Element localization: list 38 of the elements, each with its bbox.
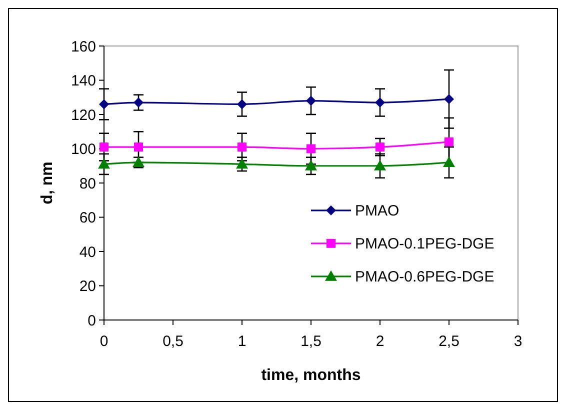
y-tick-label: 160 — [70, 38, 96, 56]
point — [443, 156, 455, 167]
x-tick-label: 2 — [376, 333, 384, 350]
point — [305, 160, 317, 170]
x-tick-label: 1 — [238, 333, 246, 350]
point — [134, 98, 144, 108]
point — [238, 142, 246, 152]
x-tick-label: 2,5 — [438, 333, 460, 350]
point — [237, 99, 247, 110]
point — [99, 99, 109, 110]
point — [444, 137, 454, 146]
y-tick-label: 20 — [79, 278, 96, 295]
y-tick-label: 100 — [70, 141, 96, 158]
point — [374, 160, 386, 170]
x-tick-label: 3 — [514, 333, 522, 350]
legend-label: PMAO-0.1PEG-DGE — [355, 236, 494, 253]
y-tick-label: 140 — [70, 72, 96, 90]
legend-label: PMAO — [355, 202, 400, 220]
point — [236, 158, 248, 169]
point — [306, 144, 316, 154]
legend-label: PMAO-0.6PEG-DGE — [355, 268, 494, 286]
point — [100, 142, 108, 152]
y-tick-label: 40 — [79, 244, 96, 261]
x-axis-title: time, months — [261, 367, 361, 384]
y-tick-label: 120 — [70, 106, 96, 124]
x-tick-label: 0 — [100, 333, 108, 350]
point — [98, 158, 110, 169]
point — [444, 94, 454, 104]
y-axis-title: d, nm — [39, 162, 56, 204]
y-tick-label: 60 — [79, 210, 96, 226]
point — [376, 142, 384, 152]
x-tick-label: 1,5 — [300, 333, 322, 350]
point — [306, 96, 316, 106]
y-tick-label: 0 — [88, 312, 96, 330]
point — [134, 142, 143, 152]
point — [375, 98, 385, 108]
x-tick-label: 0,5 — [162, 333, 184, 350]
y-tick-label: 80 — [79, 175, 96, 192]
